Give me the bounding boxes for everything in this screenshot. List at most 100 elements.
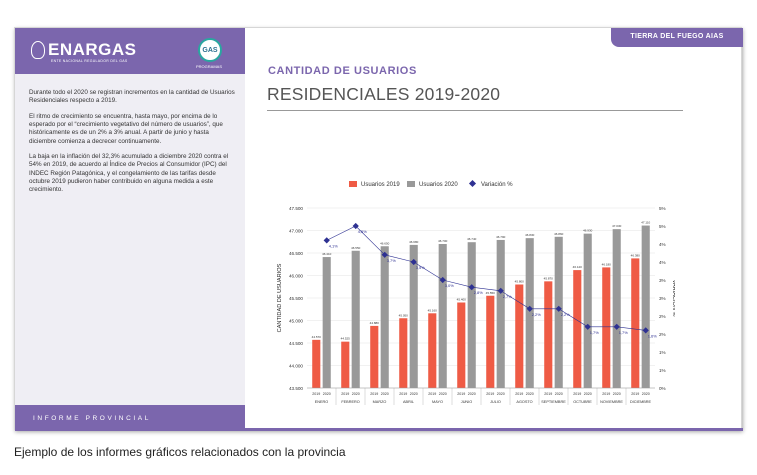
variation-marker xyxy=(352,222,359,230)
data-label-2019: 45.550 xyxy=(486,291,496,295)
bar-2020 xyxy=(583,233,592,388)
programas-badge-icon: GAS xyxy=(198,38,222,62)
bar-2019 xyxy=(341,341,350,388)
users-chart: Usuarios 2019 Usuarios 2020 Variación % 43.… xyxy=(255,146,678,421)
chart-svg: Usuarios 2019 Usuarios 2020 Variación % 43.… xyxy=(277,179,678,405)
data-label-2020: 46.680 xyxy=(409,240,419,244)
paragraph-2: El ritmo de crecimiento se encuentra, ha… xyxy=(29,112,223,145)
bar-2019 xyxy=(544,281,553,388)
variation-label: 2,2% xyxy=(532,312,542,317)
bar-2020 xyxy=(351,250,360,388)
x-category-label: NOVIEMBRE xyxy=(600,400,623,404)
x-category-label: OCTUBRE xyxy=(573,400,592,404)
image-caption: Ejemplo de los informes gráficos relacio… xyxy=(14,445,346,459)
data-label-2019: 45.050 xyxy=(399,313,409,317)
x-sub-label: 2019 xyxy=(486,392,494,396)
footer-divider xyxy=(245,428,743,431)
variation-label: 1,6% xyxy=(648,333,658,338)
y-tick-label: 47.000 xyxy=(289,229,303,234)
data-label-2019: 46.120 xyxy=(573,265,583,269)
variation-line xyxy=(326,225,646,331)
report-slide: ENARGAS ENTE NACIONAL REGULADOR DEL GAS … xyxy=(14,27,743,431)
y2-tick-label: 4% xyxy=(659,242,666,247)
bar-2020 xyxy=(380,246,389,388)
bar-2019 xyxy=(631,258,640,388)
y-tick-label: 46.500 xyxy=(289,251,303,256)
sidebar: ENARGAS ENTE NACIONAL REGULADOR DEL GAS … xyxy=(15,28,245,431)
legend-label: Variación % xyxy=(481,182,513,188)
y-tick-label: 44.000 xyxy=(289,364,303,369)
bar-2020 xyxy=(438,244,447,388)
sidebar-footer: INFORME PROVINCIAL xyxy=(15,405,245,431)
y2-tick-label: 5% xyxy=(659,206,666,211)
x-sub-label: 2019 xyxy=(428,392,436,396)
x-sub-label: 2019 xyxy=(515,392,523,396)
enargas-logo: ENARGAS xyxy=(31,40,137,60)
y-tick-label: 44.500 xyxy=(289,341,303,346)
province-tag-text: TIERRA DEL FUEGO AIAS xyxy=(630,33,724,40)
y2-tick-label: 1% xyxy=(659,350,666,355)
variation-label: 3,0% xyxy=(445,283,455,288)
x-sub-label: 2019 xyxy=(399,392,407,396)
variation-label: 1,7% xyxy=(590,330,600,335)
x-category-label: ABRIL xyxy=(403,400,414,404)
x-sub-label: 2020 xyxy=(613,392,621,396)
logo-subtext: ENTE NACIONAL REGULADOR DEL GAS xyxy=(51,59,128,63)
variation-marker xyxy=(439,276,446,284)
x-sub-label: 2019 xyxy=(573,392,581,396)
bar-2020 xyxy=(612,229,621,388)
x-sub-label: 2019 xyxy=(341,392,349,396)
y-tick-label: 46.000 xyxy=(289,274,303,279)
logo-text: ENARGAS xyxy=(48,40,137,59)
bar-2019 xyxy=(312,339,321,388)
x-category-label: AGOSTO xyxy=(516,400,532,404)
data-label-2020: 46.860 xyxy=(554,232,564,236)
x-category-label: SEPTIEMBRE xyxy=(541,400,566,404)
bar-2020 xyxy=(641,225,650,388)
y-tick-label: 47.500 xyxy=(289,206,303,211)
data-label-2019: 45.160 xyxy=(428,308,438,312)
x-sub-label: 2019 xyxy=(544,392,552,396)
y2-axis-label: VARIACIÓN % xyxy=(671,280,675,317)
bar-2020 xyxy=(467,242,476,388)
x-category-label: ENERO xyxy=(315,400,329,404)
data-label-2020: 46.650 xyxy=(380,241,390,245)
data-label-2020: 46.790 xyxy=(496,235,506,239)
y2-tick-label: 4% xyxy=(659,260,666,265)
x-sub-label: 2020 xyxy=(468,392,476,396)
y-tick-label: 43.500 xyxy=(289,386,303,391)
data-label-2020: 46.410 xyxy=(322,252,332,256)
data-label-2020: 46.550 xyxy=(351,246,361,250)
bar-2019 xyxy=(602,267,611,388)
legend-swatch xyxy=(407,181,415,187)
y-tick-label: 45.000 xyxy=(289,319,303,324)
page-title: RESIDENCIALES 2019-2020 xyxy=(267,84,501,104)
x-sub-label: 2020 xyxy=(352,392,360,396)
page-subtitle: CANTIDAD DE USUARIOS xyxy=(268,65,417,77)
y2-tick-label: 2% xyxy=(659,332,666,337)
data-label-2019: 44.525 xyxy=(341,337,351,341)
x-category-label: MAYO xyxy=(432,400,443,404)
variation-label: 2,7% xyxy=(503,294,513,299)
bar-2019 xyxy=(457,302,466,388)
variation-label: 4,5% xyxy=(358,229,368,234)
y2-tick-label: 3% xyxy=(659,296,666,301)
variation-label: 2,2% xyxy=(561,312,571,317)
bar-2019 xyxy=(399,318,408,388)
bar-2019 xyxy=(428,313,437,388)
data-label-2019: 45.800 xyxy=(515,280,525,284)
y2-tick-label: 3% xyxy=(659,278,666,283)
y-axis-label: CANTIDAD DE USUARIOS xyxy=(277,263,283,332)
enargas-emblem-icon xyxy=(31,41,45,59)
bar-2020 xyxy=(409,244,418,388)
data-label-2019: 45.400 xyxy=(457,298,467,302)
x-sub-label: 2020 xyxy=(497,392,505,396)
legend-swatch xyxy=(349,181,357,187)
bar-2019 xyxy=(573,270,582,388)
x-category-label: MARZO xyxy=(373,400,387,404)
badge-text: GAS xyxy=(202,46,218,54)
x-sub-label: 2019 xyxy=(312,392,320,396)
footer-label: INFORME PROVINCIAL xyxy=(33,415,151,422)
data-label-2019: 45.870 xyxy=(544,276,554,280)
x-sub-label: 2020 xyxy=(555,392,563,396)
